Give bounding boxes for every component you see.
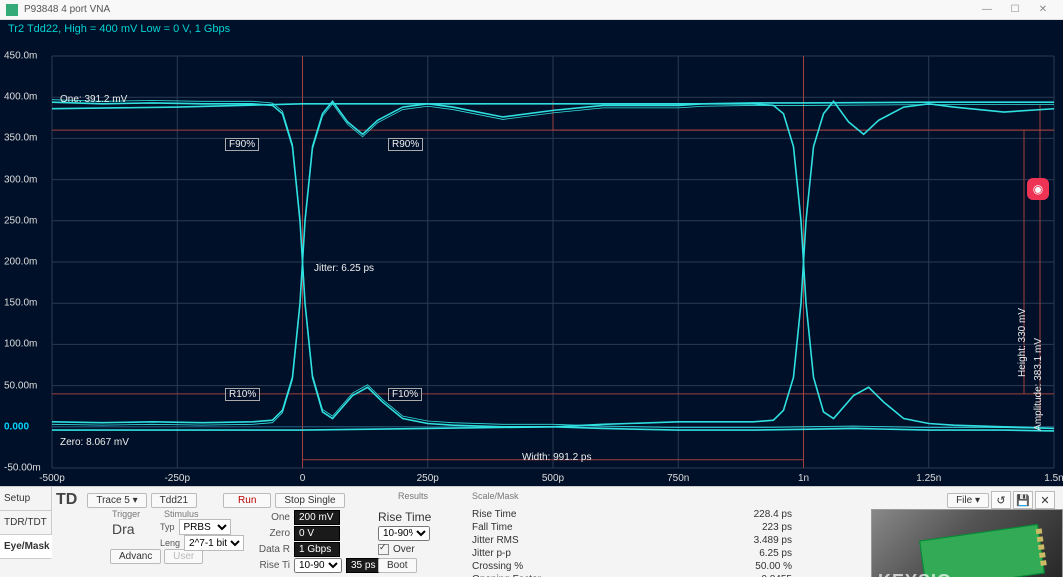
draw-label: Dra (112, 521, 135, 537)
scale-mask-group-label: Scale/Mask (472, 491, 519, 501)
app-icon (6, 4, 18, 16)
table-row: Jitter RMS3.489 ps (472, 535, 792, 548)
control-panel: Setup TDR/TDT Eye/Mask TD Trace 5 ▾ Tdd2… (0, 486, 1063, 577)
datar-label: Data R (250, 544, 290, 555)
f10-marker: F10% (388, 388, 422, 401)
close-button[interactable]: ✕ (1029, 4, 1057, 15)
level-block: One 200 mV Zero 0 V Data R 1 Gbps Rise Ti 1… (250, 509, 380, 573)
user-button[interactable]: User (164, 549, 203, 564)
results-group-label: Results (398, 491, 428, 501)
stop-single-button[interactable]: Stop Single (275, 493, 344, 508)
width-label: Width: 991.2 ps (522, 452, 591, 463)
minimize-button[interactable]: — (973, 4, 1001, 15)
over-checkbox[interactable] (378, 544, 389, 555)
riseti-value[interactable]: 35 ps (346, 558, 380, 573)
length-select[interactable]: 2^7-1 bits (184, 535, 244, 551)
window-title: P93848 4 port VNA (24, 4, 110, 15)
stimulus-group-label: Stimulus (164, 509, 199, 519)
file-block: File ▾ ↺ 💾 ✕ (947, 491, 1055, 509)
notification-badge-icon[interactable]: ◉ (1027, 178, 1049, 200)
jitter-label: Jitter: 6.25 ps (314, 263, 374, 274)
f90-marker: F90% (225, 138, 259, 151)
maximize-button[interactable]: ☐ (1001, 4, 1029, 15)
tdd21-button[interactable]: Tdd21 (151, 493, 197, 508)
main-panel: TD Trace 5 ▾ Tdd21 Run Stop Single Trigg… (52, 487, 1063, 577)
r90-marker: R90% (388, 138, 423, 151)
stimulus-block: Typ PRBS Leng 2^7-1 bits (160, 519, 244, 551)
datar-value[interactable]: 1 Gbps (294, 542, 340, 557)
over-label: Over (393, 544, 415, 555)
camera-preview: KEYSIG (871, 509, 1063, 577)
recall-icon[interactable]: ↺ (991, 491, 1011, 509)
tab-setup[interactable]: Setup (0, 487, 52, 511)
panel-close-icon[interactable]: ✕ (1035, 491, 1055, 509)
advanced-button[interactable]: Advanc (110, 549, 161, 564)
type-select[interactable]: PRBS (179, 519, 231, 535)
table-row: Crossing %50.00 % (472, 561, 792, 574)
table-row: Fall Time223 ps (472, 522, 792, 535)
plot-svg (0, 38, 1063, 486)
side-tabs: Setup TDR/TDT Eye/Mask (0, 487, 52, 577)
trace-title: Tr2 Tdd22, High = 400 mV Low = 0 V, 1 Gb… (0, 20, 1063, 38)
height-label: Height: 330 mV (1017, 308, 1028, 377)
type-label: Typ (160, 522, 175, 532)
run-button[interactable]: Run (223, 493, 271, 508)
r10-marker: R10% (225, 388, 260, 401)
length-label: Leng (160, 538, 180, 548)
td-label: TD (56, 491, 77, 509)
tab-eye-mask[interactable]: Eye/Mask (0, 535, 52, 559)
amplitude-label: Amplitude: 383.1 mV (1033, 338, 1044, 431)
riseti-label: Rise Ti (250, 560, 290, 571)
zero-level-label: Zero: 8.067 mV (60, 437, 129, 448)
rise-time-pct-select[interactable]: 10-90% (378, 526, 430, 541)
riseti-pct-select[interactable]: 10-90% (294, 558, 342, 573)
file-button[interactable]: File ▾ (947, 493, 989, 508)
window-titlebar: P93848 4 port VNA — ☐ ✕ (0, 0, 1063, 20)
trigger-group-label: Trigger (112, 509, 140, 519)
results-table: Rise Time228.4 psFall Time223 psJitter R… (472, 509, 792, 577)
zero-label: Zero (250, 528, 290, 539)
trace-selector[interactable]: Trace 5 ▾ (87, 493, 146, 508)
zero-value[interactable]: 0 V (294, 526, 340, 541)
results-block: Rise Time 10-90% Over Boot (378, 509, 431, 573)
table-row: Rise Time228.4 ps (472, 509, 792, 522)
tab-tdr-tdt[interactable]: TDR/TDT (0, 511, 52, 535)
one-level-label: One: 391.2 mV (60, 94, 127, 105)
boot-button[interactable]: Boot (378, 558, 417, 573)
rise-time-label: Rise Time (378, 510, 431, 524)
eye-diagram-plot[interactable]: 450.0m400.0m350.0m300.0m250.0m200.0m150.… (0, 38, 1063, 486)
table-row: Jitter p-p6.25 ps (472, 548, 792, 561)
one-label: One (250, 512, 290, 523)
pcb-board (919, 524, 1045, 577)
save-icon[interactable]: 💾 (1013, 491, 1033, 509)
one-value[interactable]: 200 mV (294, 510, 340, 525)
